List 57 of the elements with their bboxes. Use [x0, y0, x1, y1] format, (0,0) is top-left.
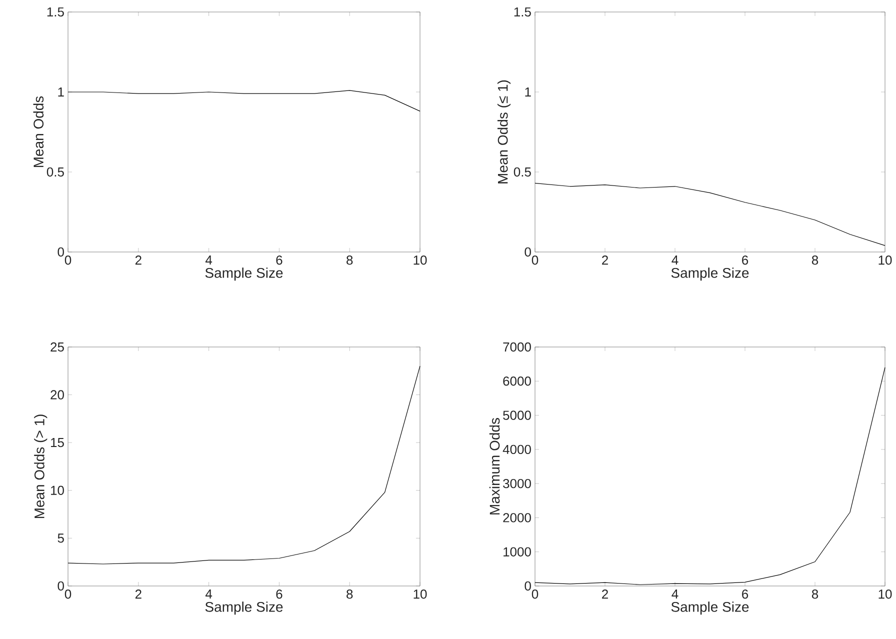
- y-tick-label: 7000: [503, 342, 531, 352]
- x-tick-label: 8: [812, 256, 818, 265]
- y-tick-label: 0: [524, 247, 531, 257]
- x-tick-label: 10: [414, 590, 427, 599]
- y-tick-label: 15: [51, 438, 64, 448]
- y-tick-label: 0.5: [46, 167, 64, 177]
- y-tick-label: 0: [524, 581, 531, 591]
- y-axis-title: Maximum Odds: [489, 418, 500, 514]
- x-axis-title: Sample Size: [671, 268, 749, 281]
- x-axis-title: Sample Size: [671, 602, 749, 615]
- x-tick-label: 4: [205, 590, 212, 598]
- x-tick-label: 6: [276, 256, 282, 265]
- line-series: [68, 366, 420, 564]
- x-axis-title: Sample Size: [205, 268, 283, 281]
- y-tick-label: 4000: [502, 444, 531, 454]
- x-tick-label: 0: [532, 590, 538, 599]
- x-tick-label: 10: [878, 590, 892, 599]
- y-axis-title: Mean Odds: [33, 96, 44, 168]
- y-tick-label: 5000: [503, 410, 531, 420]
- y-tick-label: 0: [58, 581, 64, 591]
- y-axis-title: Mean Odds (> 1): [34, 414, 48, 518]
- y-tick-label: 0: [58, 247, 64, 257]
- x-tick-label: 4: [672, 256, 678, 264]
- x-tick-label: 2: [135, 590, 142, 599]
- x-tick-label: 0: [532, 256, 538, 265]
- line-series: [534, 367, 886, 585]
- x-tick-label: 8: [346, 590, 353, 599]
- x-tick-label: 2: [135, 256, 142, 265]
- y-tick-label: 10: [51, 486, 64, 495]
- y-tick-label: 20: [50, 390, 64, 400]
- x-tick-label: 8: [346, 256, 353, 265]
- x-tick-label: 10: [878, 256, 892, 265]
- x-tick-label: 4: [205, 256, 212, 264]
- x-tick-label: 4: [672, 590, 678, 598]
- x-tick-label: 6: [276, 590, 282, 599]
- y-tick-label: 6000: [503, 376, 531, 386]
- y-tick-label: 1.5: [47, 7, 64, 17]
- x-tick-label: 0: [64, 256, 72, 265]
- y-tick-label: 1.5: [514, 7, 531, 17]
- line-series: [534, 182, 886, 246]
- y-tick-label: 3000: [503, 478, 531, 488]
- x-tick-label: 8: [812, 590, 818, 599]
- x-tick-label: 10: [414, 256, 427, 265]
- y-tick-label: 0.5: [514, 167, 531, 177]
- y-tick-label: 25: [50, 342, 64, 352]
- x-axis-title: Sample Size: [205, 602, 283, 615]
- y-tick-label: 5: [58, 534, 64, 543]
- x-tick-label: 2: [602, 590, 608, 599]
- y-axis-title: Mean Odds (≤ 1): [497, 80, 511, 184]
- x-tick-label: 6: [742, 256, 748, 265]
- y-tick-label: 1000: [504, 547, 531, 556]
- y-tick-label: 1: [525, 88, 531, 96]
- x-tick-label: 6: [742, 590, 748, 599]
- y-tick-label: 2000: [503, 513, 531, 522]
- x-tick-label: 2: [602, 256, 608, 265]
- x-tick-label: 0: [64, 590, 72, 599]
- y-tick-label: 1: [58, 88, 64, 96]
